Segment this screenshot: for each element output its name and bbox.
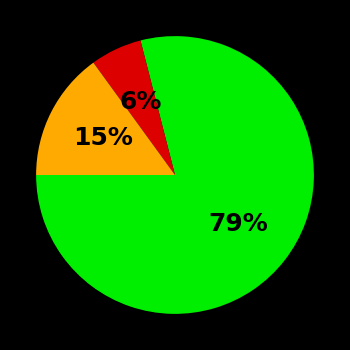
Text: 6%: 6% [119,90,162,114]
Text: 15%: 15% [73,126,133,150]
Wedge shape [36,63,175,175]
Wedge shape [36,36,314,314]
Text: 79%: 79% [209,212,268,236]
Wedge shape [93,41,175,175]
